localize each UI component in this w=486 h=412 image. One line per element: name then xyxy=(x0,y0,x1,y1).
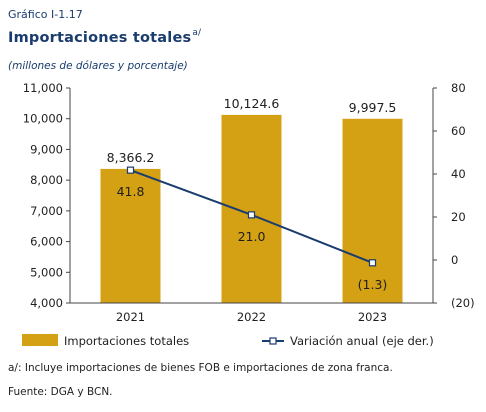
footnote: a/: Incluye importaciones de bienes FOB … xyxy=(8,362,393,374)
chart-number: Gráfico I-1.17 xyxy=(8,8,83,21)
y-right-tick-label: 0 xyxy=(451,253,458,267)
chart-area: 8,366.2 10,124.6 9,997.5 4,000 5,000 6,000 7,0… xyxy=(22,81,475,348)
bar-value-label: 10,124.6 xyxy=(224,96,280,111)
x-tick-label: 2023 xyxy=(358,310,387,324)
y-right-tick-label: 80 xyxy=(451,81,466,95)
legend-swatch-bars xyxy=(22,334,58,346)
line-value-label: (1.3) xyxy=(358,277,388,292)
y-left-tick-label: 9,000 xyxy=(30,142,63,156)
y-left-tick-label: 11,000 xyxy=(23,81,63,95)
source-note: Fuente: DGA y BCN. xyxy=(8,386,113,398)
y-left-tick-label: 5,000 xyxy=(30,265,63,279)
y-left-tick-label: 10,000 xyxy=(23,112,63,126)
x-tick-label: 2022 xyxy=(237,310,266,324)
variation-point-2021 xyxy=(126,166,135,174)
y-right-tick-label: (20) xyxy=(451,296,475,310)
y-left-tick-label: 8,000 xyxy=(30,173,63,187)
chart-title: Importaciones totalesa/ xyxy=(8,28,202,46)
x-tick-label: 2021 xyxy=(116,310,145,324)
y-left-tick-label: 7,000 xyxy=(30,204,63,218)
bar-value-label: 9,997.5 xyxy=(349,100,397,115)
y-left-tick-label: 4,000 xyxy=(30,296,63,310)
y-right-tick-label: 40 xyxy=(451,167,466,181)
chart-subtitle: (millones de dólares y porcentaje) xyxy=(8,60,188,72)
chart-title-text: Importaciones totales xyxy=(8,30,192,46)
title-footnote-mark: a/ xyxy=(192,28,202,38)
bar-2022 xyxy=(221,114,282,303)
legend-marker-variation xyxy=(269,337,277,345)
line-value-label: 41.8 xyxy=(117,184,145,199)
bar-2023 xyxy=(342,118,403,303)
bar-2021 xyxy=(100,168,161,303)
legend-label-bars: Importaciones totales xyxy=(64,334,189,348)
bar-value-label: 8,366.2 xyxy=(107,150,155,165)
variation-point-2023 xyxy=(368,259,377,267)
y-right-tick-label: 20 xyxy=(451,210,466,224)
y-right-tick-label: 60 xyxy=(451,124,466,138)
y-left-tick-label: 6,000 xyxy=(30,235,63,249)
legend-label-variation: Variación anual (eje der.) xyxy=(290,334,434,348)
variation-point-2022 xyxy=(247,211,256,219)
line-value-label: 21.0 xyxy=(238,229,266,244)
